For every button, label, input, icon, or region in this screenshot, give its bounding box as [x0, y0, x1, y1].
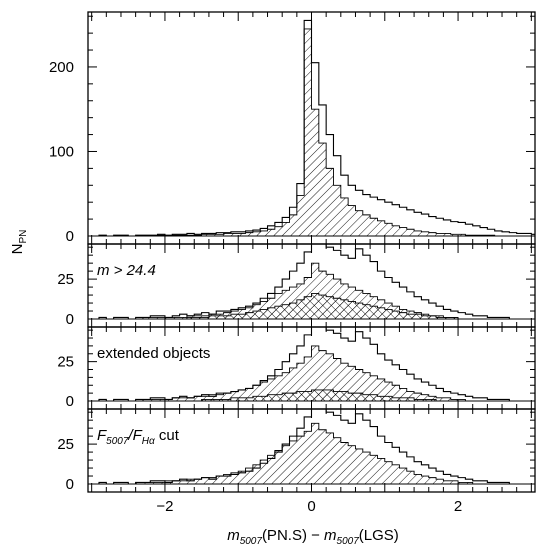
y-axis-label-sub: PN: [18, 230, 29, 244]
x-axis-label-sub2: 5007: [337, 536, 360, 547]
panel-4-label-main: F: [97, 427, 107, 444]
panel-1-series-2-hatched: [91, 28, 535, 237]
panel-4-label: F5007/FHα cut: [97, 427, 180, 447]
panel-2-label: m > 24.4: [97, 262, 156, 279]
panel-3-plot-area: [91, 327, 535, 402]
y-tick-label: 200: [49, 59, 74, 76]
y-tick-label: 25: [57, 436, 74, 453]
svg-text:NPN: NPN: [9, 230, 29, 255]
y-tick-label: 0: [66, 228, 74, 245]
panels-layer: 0 100 200 0 25 0 25 0 25 −2 0 2: [49, 11, 536, 515]
panel-1-series-1-outline: [91, 19, 535, 237]
panel-2-series-3-crosshatch-b: [91, 293, 535, 320]
panel-4-label-sub2: Hα: [142, 436, 155, 447]
panel-2: 0 25: [57, 243, 536, 328]
x-tick-label: 0: [307, 498, 315, 515]
panel-4: 0 25: [57, 408, 536, 493]
x-tick-label: 2: [454, 498, 462, 515]
y-axis-label: NPN: [9, 230, 29, 255]
y-tick-label: 100: [49, 143, 74, 160]
x-axis-label-m1: m: [227, 527, 240, 544]
x-axis-label: m5007(PN.S) − m5007(LGS): [227, 527, 399, 547]
panel-2-series-1-outline: [91, 244, 535, 320]
panel-4-series-2-hatched: [91, 422, 535, 485]
x-axis-label-sub1: 5007: [240, 536, 263, 547]
panel-3-series-2-hatched: [91, 345, 535, 402]
y-axis-label-main: N: [9, 244, 26, 255]
y-tick-label: 25: [57, 354, 74, 371]
panel-4-label-tail: cut: [155, 427, 180, 444]
panel-4-plot-area: [91, 409, 535, 485]
panel-4-label-sub1: 5007: [106, 436, 129, 447]
panel-3: 0 25: [57, 326, 536, 410]
panel-3-label: extended objects: [97, 345, 210, 362]
x-axis-label-mid: (PN.S) −: [262, 527, 324, 544]
x-axis-label-m2: m: [324, 527, 337, 544]
x-tick-label: −2: [156, 498, 173, 515]
y-tick-label: 0: [66, 311, 74, 328]
panel-2-plot-area: [91, 244, 535, 320]
panel-1: 0 100 200: [49, 11, 536, 245]
x-axis-label-end: (LGS): [359, 527, 399, 544]
panel-1-plot-area: [91, 19, 535, 237]
y-tick-label: 0: [66, 393, 74, 410]
panel-4-label-slash: /F: [127, 427, 142, 444]
y-tick-label: 0: [66, 476, 74, 493]
y-tick-label: 25: [57, 271, 74, 288]
